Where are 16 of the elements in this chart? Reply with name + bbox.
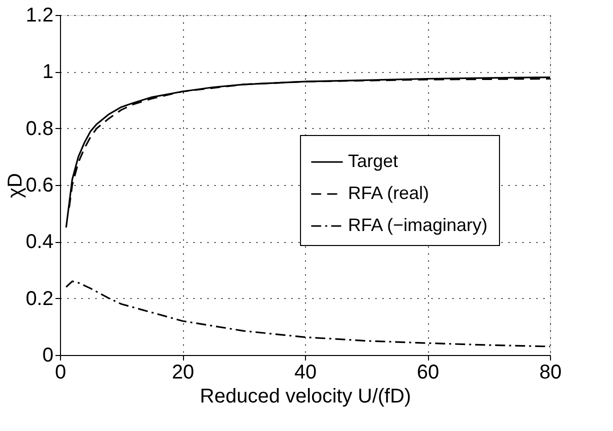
legend-label: RFA (real) bbox=[348, 183, 430, 203]
x-tick-label: 60 bbox=[416, 362, 440, 384]
x-tick-label: 80 bbox=[539, 362, 562, 384]
y-tick-label: 0.4 bbox=[26, 231, 54, 254]
legend-label: Target bbox=[348, 151, 398, 171]
y-tick-label: 1 bbox=[42, 61, 54, 84]
y-tick-label: 0.2 bbox=[26, 288, 54, 310]
legend-label: RFA (−imaginary) bbox=[348, 215, 488, 235]
y-tick-label: 0 bbox=[42, 344, 54, 366]
x-tick-label: 40 bbox=[294, 362, 317, 384]
x-axis-title: Reduced velocity U/(fD) bbox=[200, 386, 412, 408]
y-axis-title: χD bbox=[4, 173, 27, 198]
y-tick-label: 0.6 bbox=[26, 174, 54, 196]
x-tick-label: 20 bbox=[172, 362, 194, 384]
y-tick-label: 0.8 bbox=[26, 118, 54, 140]
y-tick-label: 1.2 bbox=[26, 4, 54, 26]
